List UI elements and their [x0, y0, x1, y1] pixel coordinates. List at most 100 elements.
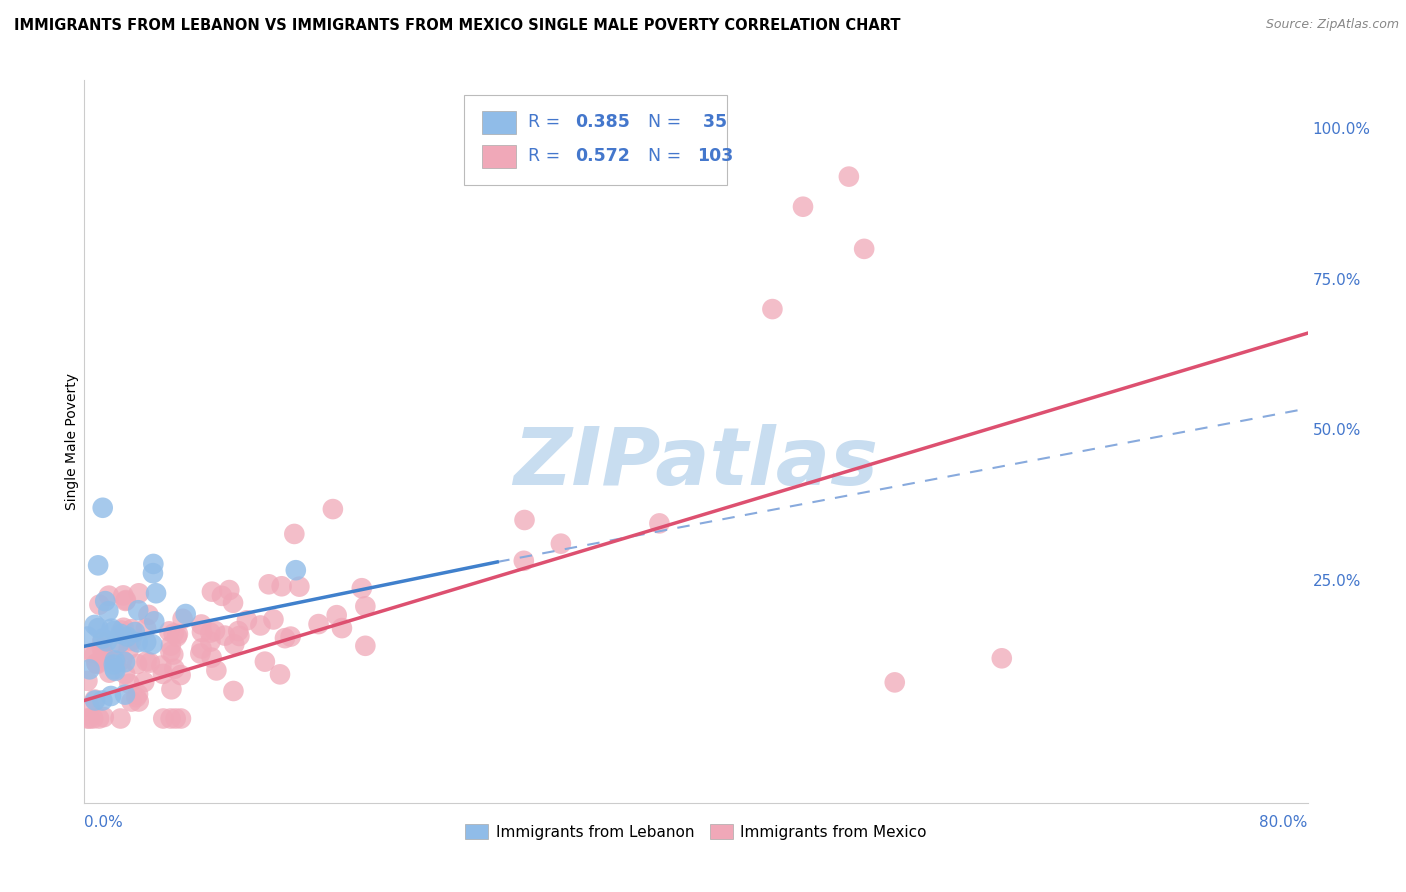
Point — [228, 629, 250, 643]
Point — [838, 169, 860, 184]
Point — [79, 662, 101, 676]
Point — [214, 629, 236, 643]
Point — [87, 558, 110, 573]
Point — [253, 655, 276, 669]
Point — [201, 650, 224, 665]
Point — [257, 577, 280, 591]
Point — [141, 637, 163, 651]
Point — [127, 635, 149, 649]
Point — [211, 589, 233, 603]
Point — [76, 712, 98, 726]
Point — [159, 645, 181, 659]
Point — [112, 621, 135, 635]
Point — [280, 630, 302, 644]
Point — [91, 647, 114, 661]
Point — [269, 667, 291, 681]
Point — [172, 612, 194, 626]
Point — [83, 648, 105, 663]
Point — [143, 615, 166, 629]
Point — [166, 630, 188, 644]
Point — [87, 621, 110, 635]
Point — [160, 639, 183, 653]
Point — [97, 589, 120, 603]
Point — [110, 627, 132, 641]
Point — [82, 712, 104, 726]
Point — [91, 693, 114, 707]
Point — [135, 635, 157, 649]
FancyBboxPatch shape — [482, 111, 516, 134]
Point — [120, 695, 142, 709]
Point — [167, 627, 190, 641]
Point — [91, 500, 114, 515]
Text: N =: N = — [648, 113, 688, 131]
Point — [152, 712, 174, 726]
Point — [159, 712, 181, 726]
Point — [163, 662, 186, 676]
Point — [761, 301, 783, 317]
Point — [174, 607, 197, 621]
Text: R =: R = — [529, 147, 567, 165]
FancyBboxPatch shape — [482, 145, 516, 168]
Point — [118, 676, 141, 690]
Point — [110, 624, 132, 638]
Point — [128, 694, 150, 708]
Point — [112, 588, 135, 602]
Point — [104, 664, 127, 678]
Point — [125, 690, 148, 705]
Point — [218, 583, 240, 598]
Point — [94, 594, 117, 608]
Point — [100, 622, 122, 636]
Point — [98, 665, 121, 680]
Point — [83, 692, 105, 706]
Point — [90, 641, 112, 656]
Text: 35: 35 — [697, 113, 727, 131]
Point — [83, 618, 105, 632]
Point — [222, 596, 245, 610]
Point — [308, 617, 330, 632]
Point — [350, 581, 373, 595]
Point — [125, 657, 148, 671]
Point — [127, 603, 149, 617]
Point — [139, 656, 162, 670]
Text: IMMIGRANTS FROM LEBANON VS IMMIGRANTS FROM MEXICO SINGLE MALE POVERTY CORRELATIO: IMMIGRANTS FROM LEBANON VS IMMIGRANTS FR… — [14, 18, 901, 33]
Point — [135, 621, 157, 635]
Y-axis label: Single Male Poverty: Single Male Poverty — [65, 373, 79, 510]
Text: 80.0%: 80.0% — [1260, 815, 1308, 830]
Point — [96, 634, 118, 648]
Point — [124, 625, 146, 640]
Point — [117, 632, 139, 647]
Point — [114, 655, 136, 669]
Point — [191, 625, 214, 640]
Point — [138, 607, 160, 622]
Point — [103, 662, 125, 676]
Point — [283, 527, 305, 541]
Point — [274, 631, 297, 645]
Point — [103, 624, 125, 638]
Text: 103: 103 — [697, 147, 734, 165]
Point — [87, 712, 110, 726]
Point — [91, 635, 114, 649]
Point — [117, 642, 139, 657]
Point — [100, 689, 122, 703]
Point — [200, 634, 222, 648]
Point — [330, 621, 353, 635]
Point — [103, 642, 125, 657]
Point — [117, 630, 139, 644]
Point — [91, 651, 114, 665]
Point — [226, 624, 249, 638]
Point — [883, 675, 905, 690]
Point — [288, 580, 311, 594]
Point — [89, 598, 111, 612]
Point — [160, 682, 183, 697]
Point — [169, 668, 191, 682]
Point — [165, 712, 187, 726]
Point — [103, 657, 125, 672]
Point — [142, 557, 165, 571]
Point — [270, 579, 292, 593]
Point — [224, 637, 246, 651]
Point — [325, 608, 347, 623]
Point — [115, 593, 138, 607]
Point — [82, 646, 104, 660]
Point — [322, 502, 344, 516]
Point — [93, 650, 115, 665]
